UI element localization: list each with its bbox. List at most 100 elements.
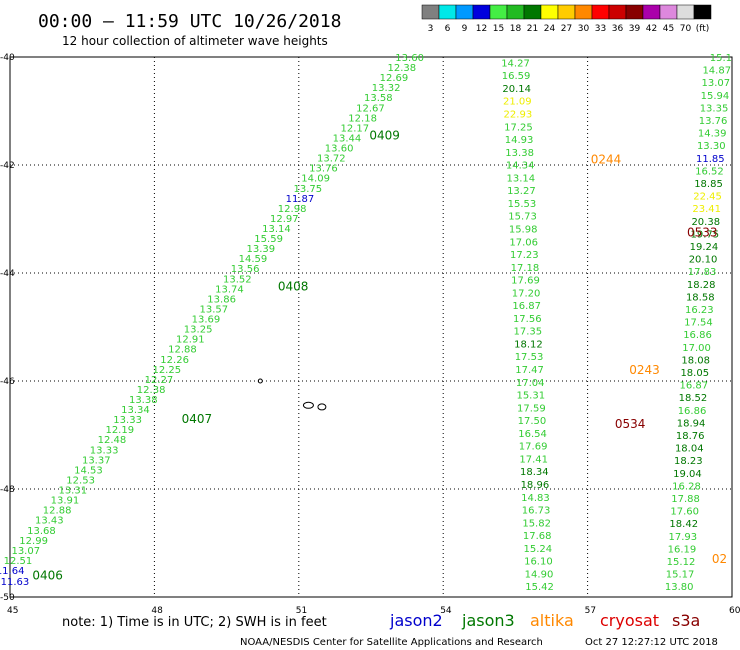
color-scale-swatch [557,4,576,20]
wave-height-label: 16.52 [695,166,724,177]
wave-height-label: 20.38 [691,217,720,228]
island-outline [302,401,314,409]
color-scale-label: (ft) [696,24,710,34]
color-scale-label: 21 [527,24,538,34]
wave-height-label: 17.69 [511,276,540,287]
wave-height-label: 14.09 [301,174,330,185]
wave-height-label: 17.41 [519,454,548,465]
wave-height-label: 15.59 [254,234,283,245]
wave-height-label: 12.38 [387,63,416,74]
wave-height-label: 12.88 [43,506,72,517]
wave-height-label: 13.86 [207,294,236,305]
satellite-legend-item: cryosat [600,611,659,630]
wave-height-label: 15.94 [701,91,730,102]
wave-height-label: 20.10 [689,255,718,266]
wave-height-label: 17.50 [518,416,547,427]
wave-height-label: 13.31 [58,486,87,497]
wave-height-label: 12.19 [105,425,134,436]
color-scale-label: 18 [510,24,522,34]
wave-height-label: 23.41 [692,204,721,215]
wave-height-label: 16.87 [680,381,709,392]
wave-height-label: 12.53 [66,475,95,486]
y-tick-label: -44 [0,269,15,279]
wave-height-label: 12.69 [380,73,409,84]
color-scale-swatch [693,4,712,20]
wave-height-label: 17.06 [509,237,538,248]
y-tick-label: -42 [0,161,15,171]
wave-height-label: 17.04 [516,378,545,389]
wave-height-label: 13.39 [246,244,275,255]
wave-height-label: 13.69 [192,315,221,326]
wave-height-label: 13.33 [113,415,142,426]
wave-height-label: 12.25 [152,365,181,376]
color-scale-swatch [591,4,610,20]
color-scale-swatch [438,4,457,20]
wave-height-label: 13.60 [395,53,424,64]
wave-height-label: 13.80 [665,582,694,593]
wave-height-label: 14.59 [239,254,268,265]
wave-height-label: 13.58 [364,93,393,104]
color-scale-label: 39 [629,24,641,34]
wave-height-label: 16.10 [524,557,553,568]
wave-height-label: 16.87 [512,301,541,312]
wave-height-label: 18.52 [679,393,708,404]
wave-height-label: 13.68 [27,526,56,537]
wave-height-label: 14.39 [698,129,727,140]
wave-height-label: 18.94 [677,418,706,429]
wave-height-label: 22.45 [693,192,722,203]
color-scale-swatch [625,4,644,20]
x-tick-label: 45 [7,606,18,616]
wave-height-label: 14.53 [74,465,103,476]
y-tick-label: -48 [0,485,15,495]
x-tick-label: 51 [296,606,307,616]
wave-height-label: 17.68 [523,531,552,542]
wave-height-label: 18.34 [520,467,549,478]
wave-height-label: 12.91 [176,335,205,346]
wave-height-label: 12.98 [278,204,307,215]
wave-height-label: 17.56 [513,314,542,325]
y-tick-label: -46 [0,377,15,387]
satellite-legend: jason2 jason3 altika cryosat s3a [389,611,700,630]
wave-height-label: 13.32 [372,83,401,94]
wave-height-label: 13.76 [309,164,338,175]
color-scale-label: 15 [493,24,504,34]
satellite-legend-item: jason3 [461,611,515,630]
wave-height-label: 20.14 [502,84,531,95]
pass-label: 0243 [629,363,660,377]
color-scale-label: 42 [646,24,657,34]
wave-height-label: 14.93 [505,135,534,146]
wave-height-label: 12.17 [340,123,369,134]
color-scale-label: 27 [561,24,572,34]
color-scale-swatch [608,4,627,20]
wave-height-label: 16.54 [518,429,547,440]
color-scale-swatch [506,4,525,20]
color-scale-swatch [472,4,491,20]
wave-height-label: 13.35 [700,103,729,114]
wave-height-label: 19.24 [690,242,719,253]
wave-height-label: 13.52 [223,274,252,285]
color-scale-label: 36 [612,24,624,34]
color-scale-swatch [659,4,678,20]
wave-height-label: 16.73 [522,506,551,517]
wave-height-label: 15.98 [509,224,538,235]
wave-height-label: 13.25 [184,325,213,336]
y-tick-label: -50 [0,593,15,603]
wave-height-label: 14.27 [501,58,530,69]
footer-note: note: 1) Time is in UTC; 2) SWH is in fe… [62,615,327,630]
wave-height-label: 13.38 [129,395,158,406]
wave-height-label: 14.83 [521,493,550,504]
island-outline [317,403,327,411]
chart-subtitle: 12 hour collection of altimeter wave hei… [62,34,328,48]
color-scale-label: 45 [663,24,674,34]
plot-frame [9,56,733,598]
wave-height-label: 11.64 [0,566,24,577]
wave-height-label: 15.12 [667,557,696,568]
wave-height-label: 19.75 [691,229,720,240]
wave-height-label: 14.90 [525,569,554,580]
color-scale-label: 6 [445,24,451,34]
color-scale-swatch [455,4,474,20]
color-scale: 3 6 9 12 15 18 21 24 27 30 33 36 39 42 45 70 (ft) [421,4,712,34]
color-scale-label: 33 [595,24,606,34]
wave-height-label: 13.07 [702,78,731,89]
